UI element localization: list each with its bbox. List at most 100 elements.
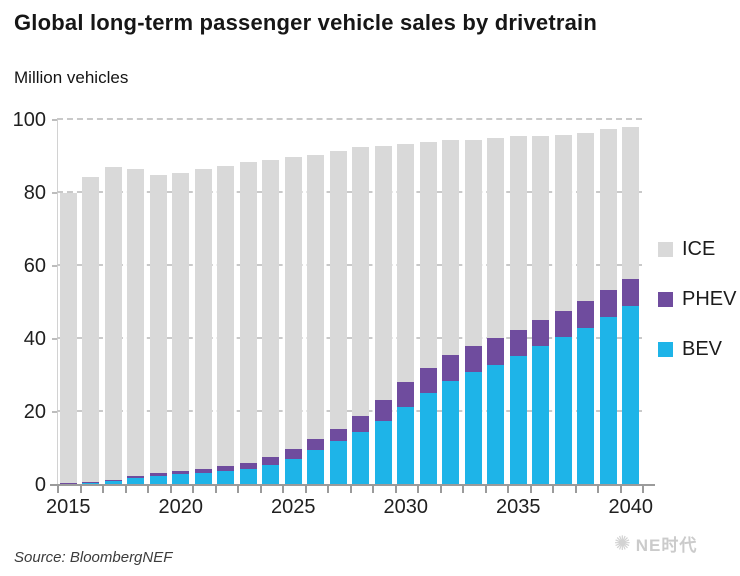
bar-segment-phev — [509, 329, 527, 357]
gridline-20 — [57, 410, 642, 412]
bar-segment-bev — [172, 474, 190, 485]
bar-segment-phev — [329, 429, 347, 442]
bar-2017 — [104, 167, 122, 485]
bar-segment-phev — [104, 479, 122, 482]
bar-2038 — [577, 132, 595, 485]
bar-segment-phev — [262, 457, 280, 466]
legend-item-bev: BEV — [658, 337, 738, 360]
x-axis-tick — [79, 486, 82, 493]
bar-segment-phev — [622, 278, 640, 307]
x-axis-tick — [552, 486, 554, 493]
bar-segment-phev — [554, 310, 572, 338]
gridline-80 — [57, 191, 642, 193]
x-axis-tick — [169, 486, 172, 493]
bar-2036 — [532, 136, 550, 485]
bar-segment-bev — [239, 468, 257, 485]
x-axis-tick — [462, 486, 464, 493]
bar-segment-bev — [374, 421, 392, 485]
x-tick-label-2040: 2040 — [608, 496, 654, 518]
bar-segment-ice — [397, 143, 415, 383]
bar-segment-phev — [577, 301, 595, 329]
bar-segment-bev — [149, 476, 167, 485]
bar-segment-bev — [554, 337, 572, 485]
bar-segment-bev — [262, 465, 280, 485]
bar-2015 — [59, 193, 77, 485]
bar-segment-bev — [352, 432, 370, 485]
bar-segment-bev — [599, 317, 617, 485]
bar-segment-phev — [397, 382, 415, 407]
bar-segment-phev — [532, 319, 550, 347]
phev-swatch-icon — [658, 291, 673, 307]
bar-2039 — [599, 129, 617, 485]
bar-segment-bev — [217, 470, 235, 485]
bar-2016 — [82, 176, 100, 485]
x-axis-tick — [417, 486, 419, 493]
bar-segment-bev — [397, 406, 415, 485]
plot-area — [57, 118, 642, 485]
x-axis-tick — [304, 486, 307, 493]
bar-segment-phev — [352, 416, 370, 433]
bar-segment-ice — [532, 136, 550, 320]
bar-segment-phev — [172, 471, 190, 475]
y-axis-tick — [52, 119, 57, 121]
x-axis-tick — [529, 486, 532, 493]
bar-segment-ice — [149, 174, 167, 474]
source-note: Source: BloombergNEF — [14, 549, 173, 566]
bar-segment-bev — [127, 478, 145, 485]
bar-segment-phev — [194, 468, 212, 473]
legend: ICE PHEV BEV — [658, 237, 738, 390]
bar-2020 — [172, 172, 190, 485]
bar-segment-phev — [419, 368, 437, 393]
watermark: ✺ NE时代 — [614, 531, 697, 556]
x-tick-label-2020: 2020 — [158, 496, 204, 518]
bar-segment-bev — [577, 328, 595, 485]
x-axis-line — [50, 484, 655, 486]
bar-2021 — [194, 169, 212, 485]
bar-segment-ice — [239, 162, 257, 464]
bar-segment-bev — [284, 459, 302, 485]
bar-2019 — [149, 174, 167, 485]
bar-segment-bev — [487, 364, 505, 485]
bar-segment-ice — [374, 145, 392, 401]
x-axis-tick — [57, 486, 59, 493]
bar-2023 — [239, 162, 257, 485]
legend-label-bev: BEV — [682, 337, 723, 360]
x-axis-tick — [372, 486, 374, 493]
bar-segment-ice — [262, 160, 280, 458]
x-tick-label-2030: 2030 — [383, 496, 429, 518]
legend-label-ice: ICE — [682, 237, 716, 260]
bar-segment-phev — [599, 290, 617, 318]
bar-segment-ice — [307, 154, 325, 439]
bar-segment-phev — [487, 338, 505, 365]
x-axis-tick — [619, 486, 622, 493]
legend-item-phev: PHEV — [658, 288, 738, 310]
bar-segment-bev — [82, 482, 100, 485]
x-axis-tick — [147, 486, 149, 493]
x-axis-tick — [327, 486, 329, 493]
bar-segment-ice — [82, 176, 100, 482]
x-axis-tick — [282, 486, 284, 493]
bar-segment-ice — [284, 156, 302, 450]
bar-segment-bev — [509, 356, 527, 485]
y-axis-tick — [52, 265, 57, 267]
bar-segment-ice — [172, 172, 190, 472]
bar-segment-ice — [509, 136, 527, 330]
bar-segment-bev — [194, 472, 212, 485]
bar-segment-phev — [59, 482, 77, 484]
y-axis-tick — [52, 411, 57, 413]
x-tick-label-2015: 2015 — [46, 496, 91, 518]
bar-2024 — [262, 160, 280, 485]
bar-segment-phev — [307, 438, 325, 451]
x-axis-tick — [237, 486, 239, 493]
bar-segment-ice — [487, 138, 505, 339]
x-axis-tick — [597, 486, 599, 493]
y-tick-label-100: 100 — [12, 109, 46, 131]
y-axis-line — [57, 118, 58, 485]
bar-segment-bev — [419, 392, 437, 485]
ice-swatch-icon — [658, 241, 673, 257]
bar-2029 — [374, 145, 392, 485]
bar-segment-bev — [329, 441, 347, 485]
y-tick-label-60: 60 — [23, 255, 46, 277]
x-axis-tick — [484, 486, 487, 493]
y-axis-tick — [52, 192, 57, 194]
